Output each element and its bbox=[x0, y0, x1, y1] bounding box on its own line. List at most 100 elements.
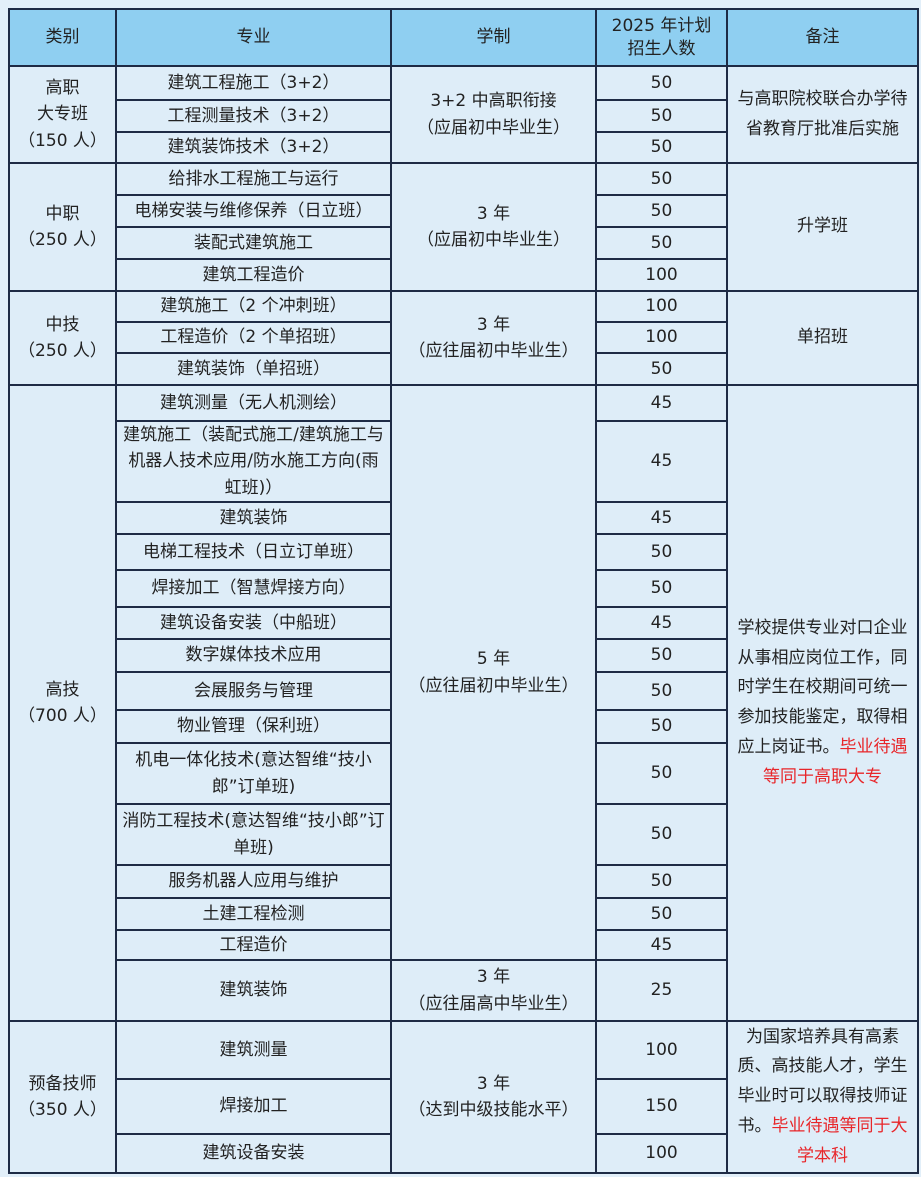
duration-cell: 3 年 （达到中级技能水平） bbox=[390, 1020, 597, 1175]
major-cell: 机电一体化技术(意达智维“技小郎”订单班) bbox=[115, 742, 392, 806]
count-cell: 45 bbox=[595, 501, 728, 536]
header-plan: 2025 年计划 招生人数 bbox=[595, 8, 728, 67]
count-cell: 150 bbox=[595, 1078, 728, 1136]
major-cell: 电梯安装与维修保养（日立班） bbox=[115, 194, 392, 228]
table-row: 中技 （250 人） 建筑施工（2 个冲刺班） 3 年 （应往届初中毕业生） 100 单… bbox=[8, 290, 919, 386]
major-cell: 建筑设备安装（中船班） bbox=[115, 606, 392, 641]
duration-cell: 3 年 （应往届初中毕业生） bbox=[390, 290, 597, 386]
count-cell: 45 bbox=[595, 384, 728, 422]
major-cell: 工程造价（2 个单招班） bbox=[115, 321, 392, 354]
table-row: 建筑装饰 45 bbox=[9, 501, 918, 536]
major-cell: 工程造价 bbox=[115, 929, 392, 962]
count-cell: 50 bbox=[595, 99, 728, 133]
note-cell: 单招班 bbox=[726, 290, 919, 386]
count-cell: 45 bbox=[595, 419, 728, 504]
duration-cell: 3 年 （应届初中毕业生） bbox=[390, 162, 597, 292]
header-note: 备注 bbox=[726, 8, 919, 67]
major-cell: 工程测量技术（3+2） bbox=[115, 99, 392, 133]
table-row: 消防工程技术(意达智维“技小郎”订单班) 50 bbox=[9, 803, 918, 867]
header-major: 专业 bbox=[115, 8, 392, 67]
count-cell: 50 bbox=[595, 65, 728, 101]
table-row: 电梯安装与维修保养（日立班） 50 bbox=[9, 194, 918, 228]
note-text: 学校提供专业对口企业从事相应岗位工作，同时学生在校期间可统一参加技能鉴定，取得相… bbox=[737, 617, 908, 757]
table-row: 工程测量技术（3+2） 50 bbox=[9, 99, 918, 133]
note-cell: 为国家培养具有高素质、高技能人才，学生毕业时可以取得技师证书。毕业待遇等同于大学… bbox=[726, 1020, 919, 1175]
count-cell: 100 bbox=[595, 321, 728, 354]
table-row: 建筑设备安装 100 bbox=[9, 1133, 918, 1175]
major-cell: 土建工程检测 bbox=[115, 897, 392, 932]
count-cell: 50 bbox=[595, 864, 728, 900]
count-cell: 50 bbox=[595, 671, 728, 712]
count-cell: 45 bbox=[595, 929, 728, 962]
table-row: 电梯工程技术（日立订单班） 50 bbox=[9, 533, 918, 572]
major-cell: 建筑装饰 bbox=[115, 501, 392, 536]
major-cell: 电梯工程技术（日立订单班） bbox=[115, 533, 392, 572]
category-cell: 中技 （250 人） bbox=[8, 290, 117, 386]
major-cell: 建筑施工（装配式施工/建筑施工与机器人技术应用/防水施工方向(雨虹班)） bbox=[115, 419, 392, 504]
count-cell: 50 bbox=[595, 131, 728, 164]
major-cell: 建筑装饰技术（3+2） bbox=[115, 131, 392, 164]
duration-cell: 3 年 （应往届高中毕业生） bbox=[390, 959, 597, 1023]
table-row: 土建工程检测 50 bbox=[9, 897, 918, 932]
major-cell: 物业管理（保利班） bbox=[115, 709, 392, 745]
count-cell: 50 bbox=[595, 226, 728, 260]
count-cell: 25 bbox=[595, 959, 728, 1023]
note-cell: 学校提供专业对口企业从事相应岗位工作，同时学生在校期间可统一参加技能鉴定，取得相… bbox=[726, 383, 919, 1023]
count-cell: 100 bbox=[595, 258, 728, 292]
count-cell: 50 bbox=[595, 709, 728, 745]
major-cell: 消防工程技术(意达智维“技小郎”订单班) bbox=[115, 803, 392, 867]
table-row: 建筑装饰技术（3+2） 50 bbox=[9, 131, 918, 164]
note-text: 单招班 bbox=[797, 327, 848, 348]
table-row: 工程造价（2 个单招班） 100 bbox=[9, 321, 918, 354]
major-cell: 建筑测量 bbox=[115, 1020, 392, 1081]
count-cell: 50 bbox=[595, 194, 728, 228]
category-cell: 高技 （700 人） bbox=[8, 383, 117, 1023]
table-row: 建筑装饰 3 年 （应往届高中毕业生） 25 bbox=[9, 959, 918, 1023]
table-row: 物业管理（保利班） 50 bbox=[9, 709, 918, 745]
duration-cell: 3+2 中高职衔接 （应届初中毕业生） bbox=[390, 65, 597, 164]
count-cell: 50 bbox=[595, 533, 728, 572]
header-category: 类别 bbox=[8, 8, 117, 67]
count-cell: 50 bbox=[595, 897, 728, 932]
table-row: 中职 （250 人） 给排水工程施工与运行 3 年 （应届初中毕业生） 50 升学班 bbox=[8, 162, 919, 292]
table-row: 数字媒体技术应用 50 bbox=[9, 638, 918, 674]
major-cell: 建筑工程施工（3+2） bbox=[115, 65, 392, 101]
note-text: 升学班 bbox=[797, 216, 848, 237]
table-row: 建筑设备安装（中船班） 45 bbox=[9, 606, 918, 641]
major-cell: 建筑装饰（单招班） bbox=[115, 352, 392, 386]
table-row: 建筑工程造价 100 bbox=[9, 258, 918, 292]
count-cell: 50 bbox=[595, 162, 728, 196]
table-row: 装配式建筑施工 50 bbox=[9, 226, 918, 260]
category-cell: 中职 （250 人） bbox=[8, 162, 117, 292]
table-row: 高职 大专班 （150 人） 建筑工程施工（3+2） 3+2 中高职衔接 （应届初中… bbox=[8, 65, 919, 164]
count-cell: 50 bbox=[595, 352, 728, 386]
header-row: 类别 专业 学制 2025 年计划 招生人数 备注 bbox=[8, 8, 919, 67]
major-cell: 给排水工程施工与运行 bbox=[115, 162, 392, 196]
table-row: 建筑施工（装配式施工/建筑施工与机器人技术应用/防水施工方向(雨虹班)） 45 bbox=[9, 419, 918, 504]
header-duration: 学制 bbox=[390, 8, 597, 67]
count-cell: 50 bbox=[595, 742, 728, 806]
count-cell: 50 bbox=[595, 638, 728, 674]
major-cell: 数字媒体技术应用 bbox=[115, 638, 392, 674]
major-cell: 建筑施工（2 个冲刺班） bbox=[115, 290, 392, 323]
count-cell: 45 bbox=[595, 606, 728, 641]
count-cell: 100 bbox=[595, 1133, 728, 1175]
table-row: 焊接加工（智慧焊接方向） 50 bbox=[9, 569, 918, 609]
table-row: 会展服务与管理 50 bbox=[9, 671, 918, 712]
duration-cell: 5 年 （应往届初中毕业生） bbox=[390, 383, 597, 962]
major-cell: 建筑测量（无人机测绘） bbox=[115, 384, 392, 422]
note-text: 为国家培养具有高素质、高技能人才，学生毕业时可以取得技师证书。 bbox=[737, 1026, 908, 1136]
table-row: 高技 （700 人） 建筑测量（无人机测绘） 5 年 （应往届初中毕业生） 45 学校提… bbox=[8, 383, 919, 1023]
table-row: 机电一体化技术(意达智维“技小郎”订单班) 50 bbox=[9, 742, 918, 806]
major-cell: 会展服务与管理 bbox=[115, 671, 392, 712]
count-cell: 50 bbox=[595, 803, 728, 867]
major-cell: 建筑工程造价 bbox=[115, 258, 392, 292]
category-cell: 高职 大专班 （150 人） bbox=[8, 65, 117, 164]
major-cell: 装配式建筑施工 bbox=[115, 226, 392, 260]
table-row: 预备技师 （350 人） 建筑测量 3 年 （达到中级技能水平） 100 为国家培养具有… bbox=[8, 1020, 919, 1175]
major-cell: 服务机器人应用与维护 bbox=[115, 864, 392, 900]
table-row: 焊接加工 150 bbox=[9, 1078, 918, 1136]
table-row: 建筑装饰（单招班） 50 bbox=[9, 352, 918, 386]
major-cell: 建筑装饰 bbox=[115, 959, 392, 1023]
count-cell: 100 bbox=[595, 1020, 728, 1081]
